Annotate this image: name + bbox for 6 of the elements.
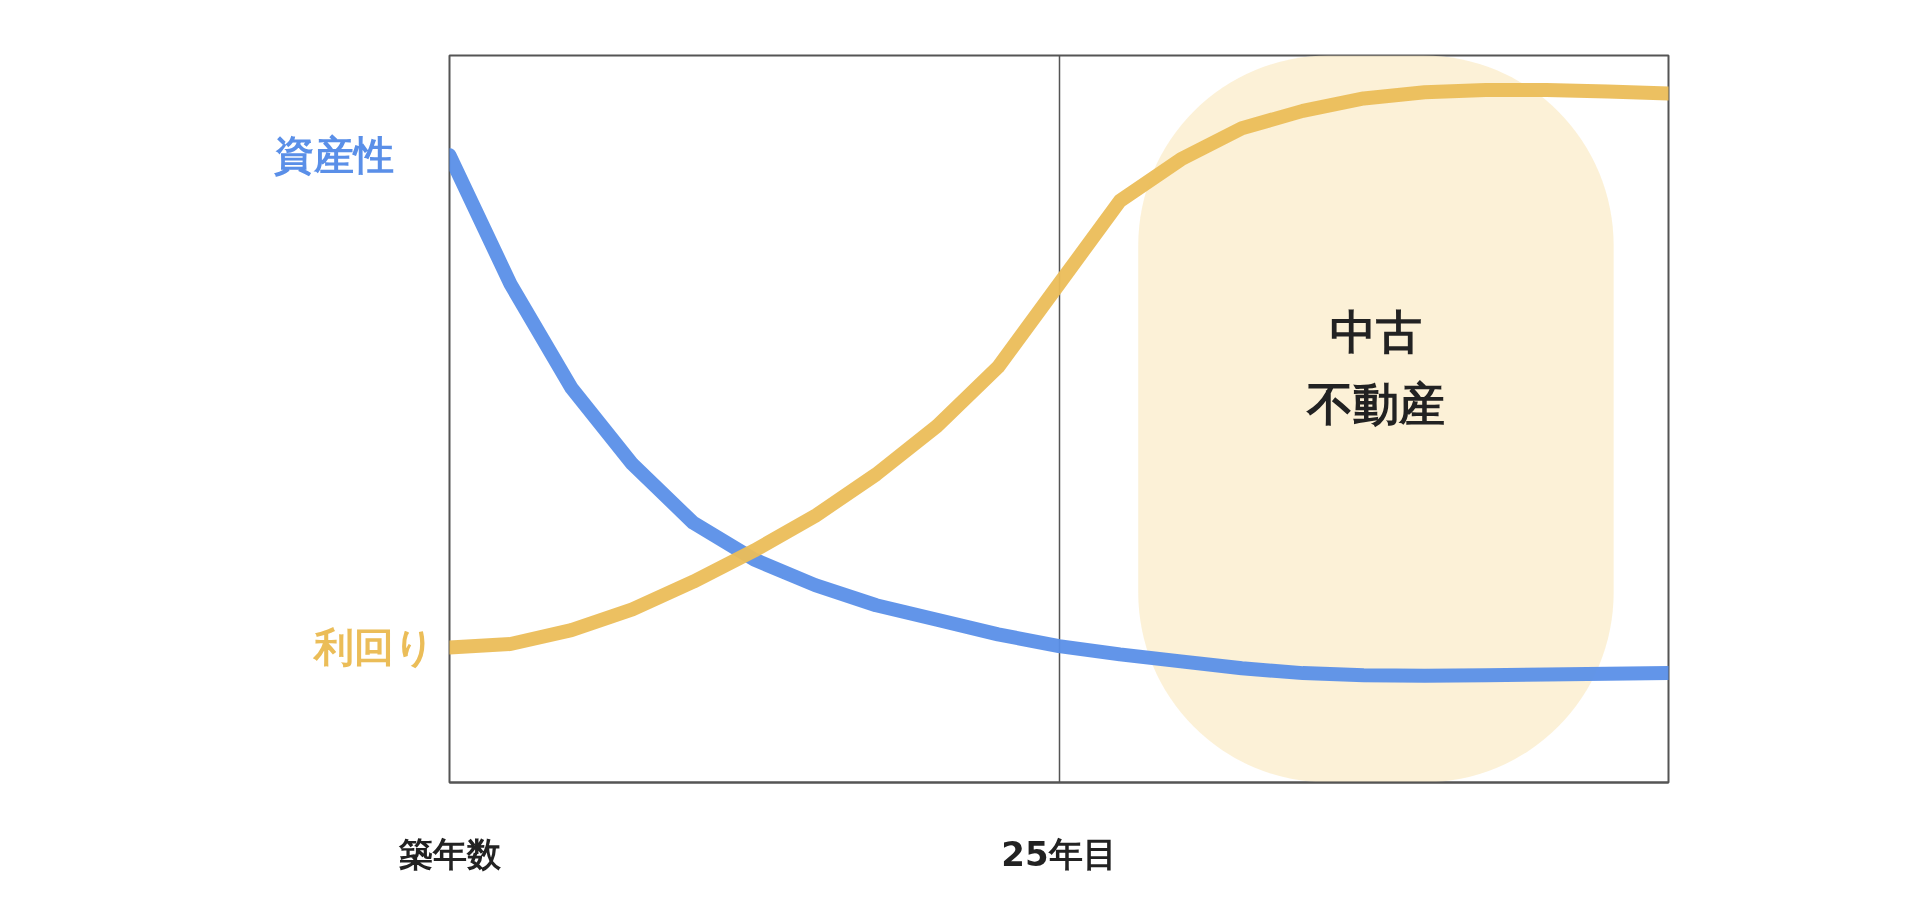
series-label: 利回り [311,624,435,671]
series-label: 資産性 [273,132,394,179]
x-tick-label: 築年数 [397,833,502,874]
annotation: 不動産 [1305,377,1445,432]
annotation: 中古 [1329,304,1422,359]
x-tick-label: 25年目 [1001,833,1117,874]
